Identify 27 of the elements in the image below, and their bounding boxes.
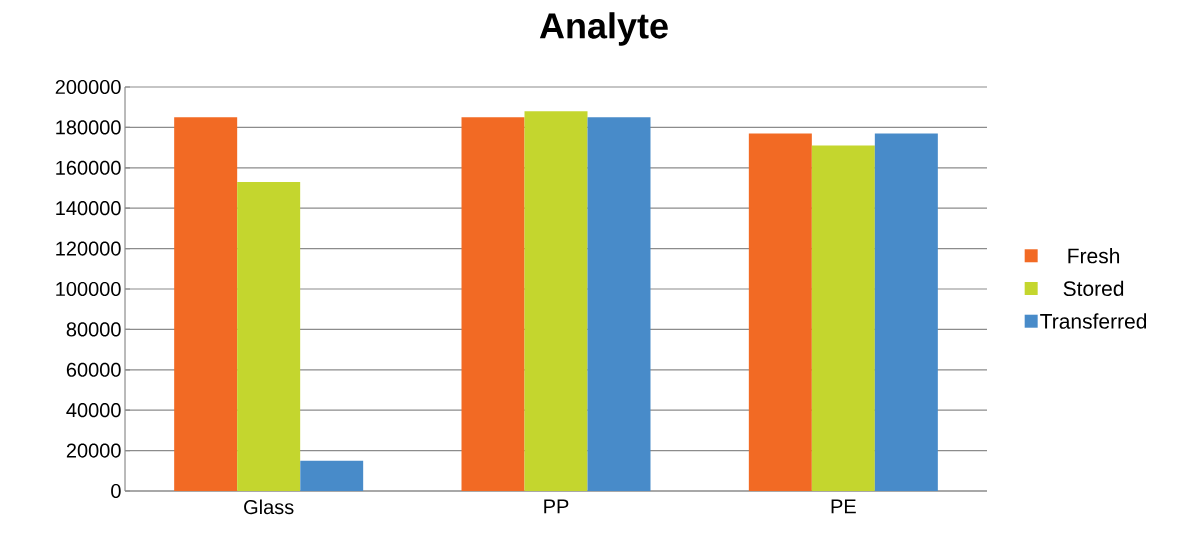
- y-tick-label: 140000: [56, 201, 121, 216]
- y-tick-label: 160000: [56, 160, 121, 175]
- bar: [461, 117, 525, 491]
- legend-label: Stored: [1063, 280, 1124, 297]
- x-tick-label: PP: [544, 499, 569, 514]
- bar: [748, 133, 812, 491]
- bar: [811, 145, 875, 491]
- y-tick-label: 100000: [56, 281, 121, 297]
- bar: [237, 181, 301, 491]
- y-tick-label: 20000: [66, 443, 121, 458]
- legend-label: Transferred: [1040, 313, 1147, 329]
- y-tick-label: 180000: [56, 120, 121, 135]
- chart-title: Analyte: [539, 12, 668, 46]
- y-tick-label: 120000: [56, 241, 121, 256]
- y-tick-label: 60000: [66, 362, 121, 377]
- y-tick-label: 80000: [66, 322, 121, 337]
- y-tick-label: 0: [111, 483, 121, 499]
- bar: [300, 460, 364, 491]
- y-tick-label: 40000: [66, 403, 121, 418]
- y-tick-label: 200000: [55, 79, 121, 95]
- bar: [174, 117, 238, 491]
- x-tick-label: Glass: [244, 499, 294, 515]
- legend-label: Fresh: [1068, 247, 1120, 264]
- x-tick-label: PE: [831, 499, 856, 514]
- bar: [524, 111, 588, 491]
- bar: [874, 133, 938, 491]
- bar: [587, 117, 651, 491]
